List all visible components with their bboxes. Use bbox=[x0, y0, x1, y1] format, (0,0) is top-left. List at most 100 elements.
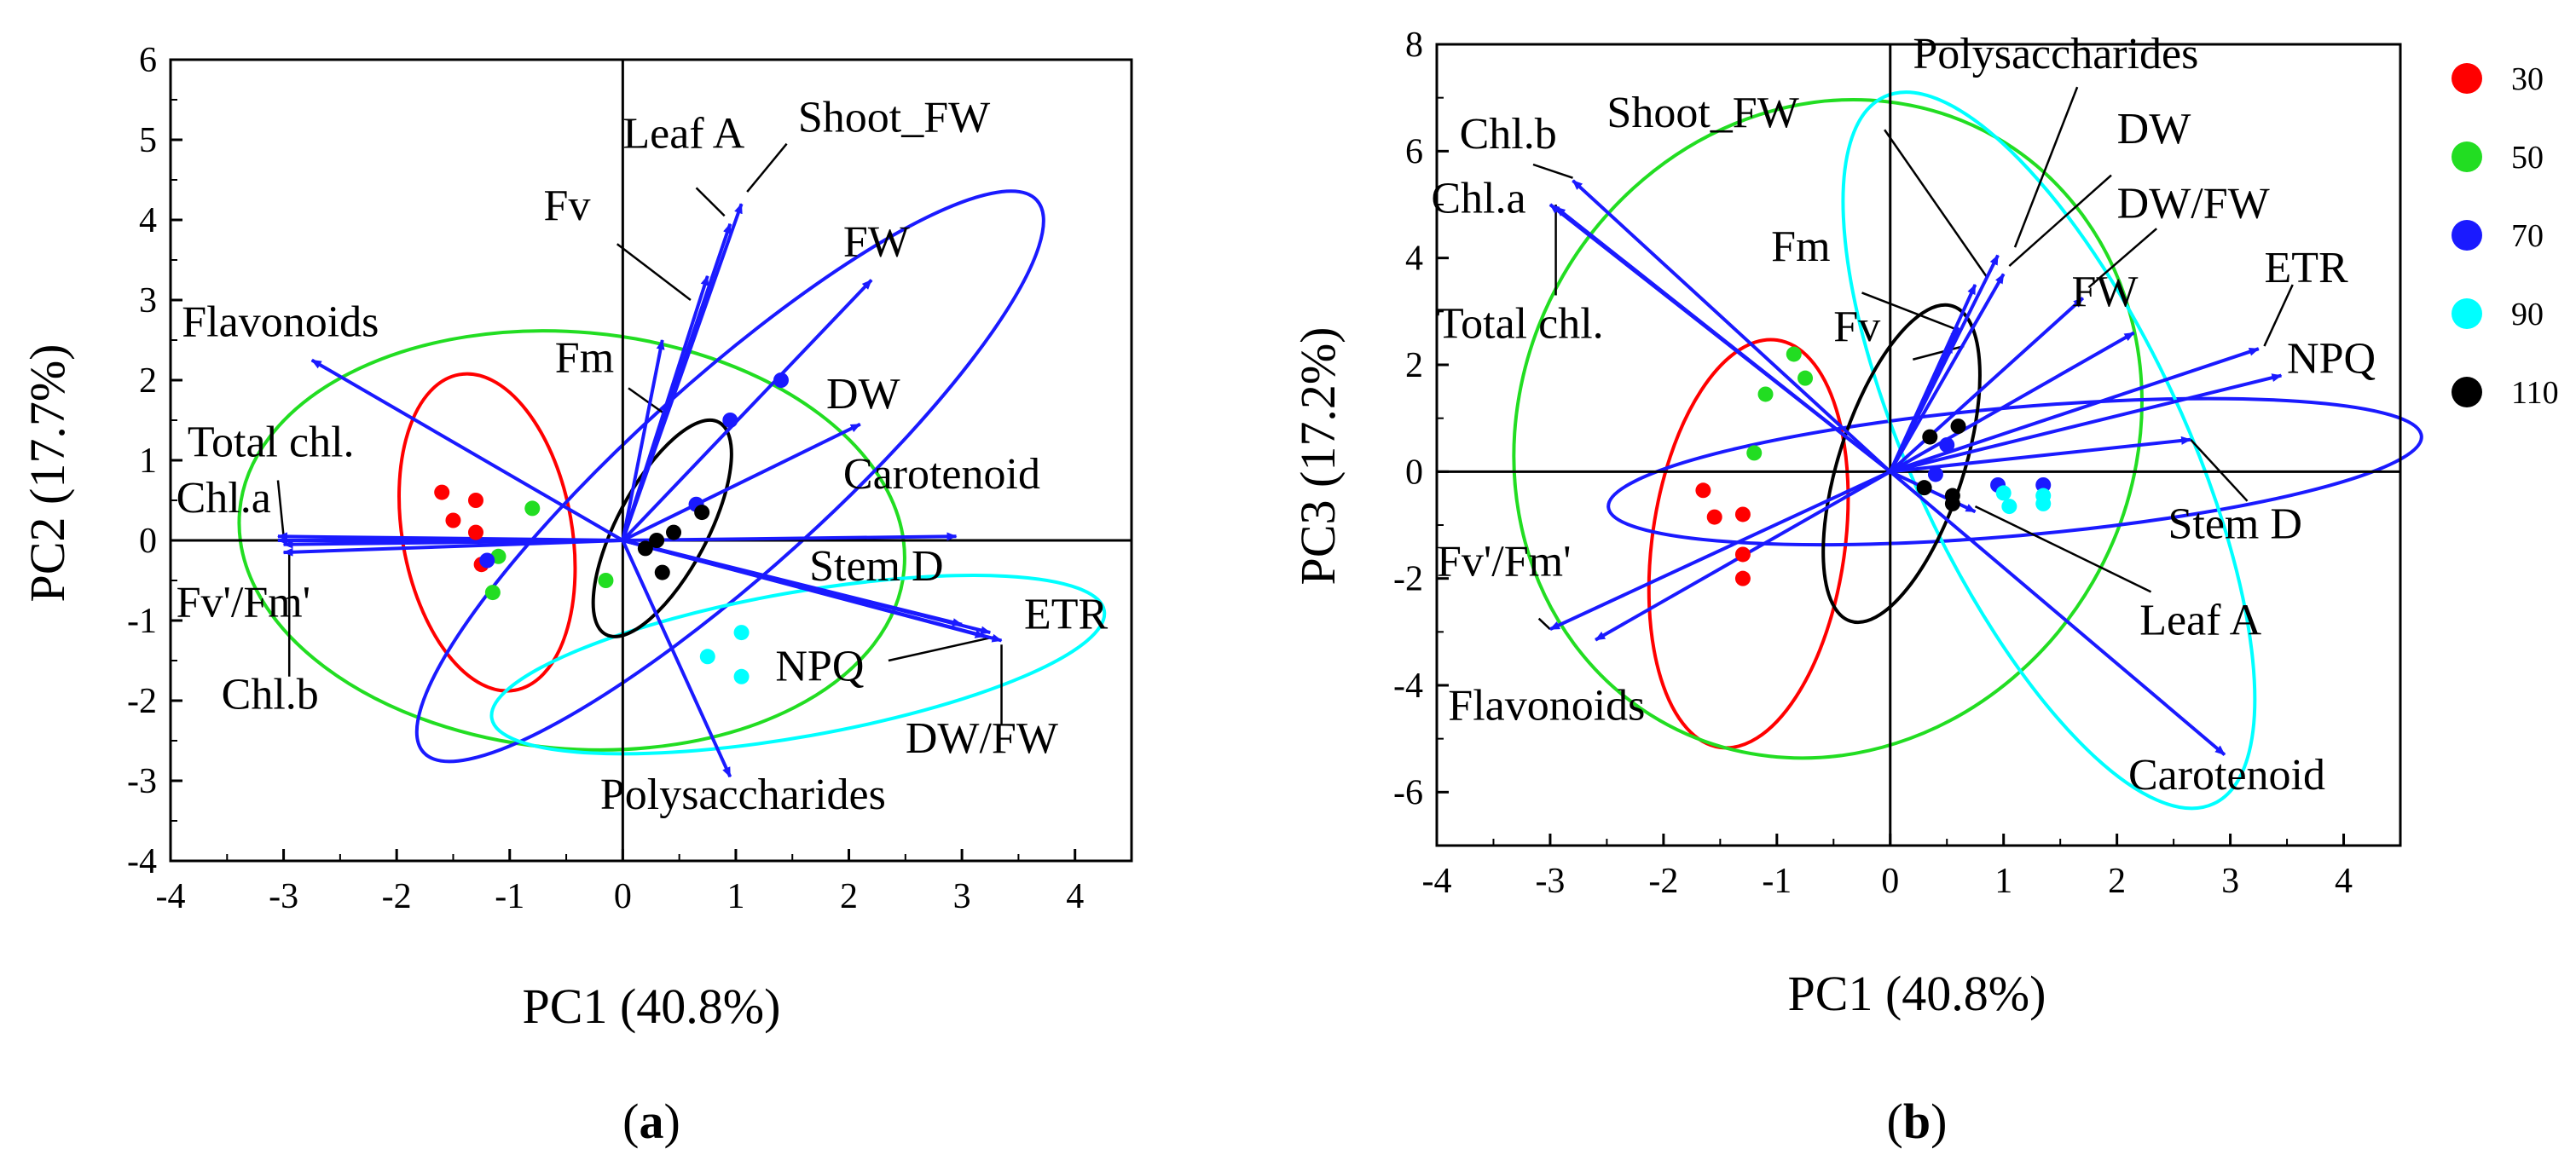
legend-marker-70 bbox=[2452, 220, 2482, 251]
panel-b-arrow-dw-fw bbox=[1889, 297, 2085, 473]
panel-a-point-group-50 bbox=[524, 500, 541, 517]
panel-b-x-tick-label: -2 bbox=[1648, 862, 1678, 901]
panel-b-ellipse-110 bbox=[1821, 303, 1982, 625]
panel-a-label-dw: DW bbox=[826, 370, 900, 419]
panel-b-point-group-50 bbox=[1786, 346, 1802, 362]
panel-a-point-group-30 bbox=[467, 524, 483, 540]
panel-b-label-total-chl: Total chl. bbox=[1437, 300, 1604, 349]
panel-b-arrow-dw bbox=[1889, 273, 2006, 473]
legend-marker-30 bbox=[2452, 63, 2482, 94]
panel-a-point-group-110 bbox=[694, 505, 710, 521]
panel-a-y-tick-label: 2 bbox=[139, 361, 157, 401]
panel-a-point-group-70 bbox=[722, 413, 738, 428]
legend-label-30: 30 bbox=[2511, 61, 2544, 97]
panel-b-axes: -4 -3 -2 -1 0 1 2 3 4 -6 -4 -2 0 2 4 6 8 bbox=[1393, 26, 2402, 901]
panel-b-label-polysaccharides: Polysaccharides bbox=[1913, 30, 2198, 78]
panel-a-y-tick-label: -2 bbox=[127, 682, 157, 721]
panel-b-arrow-npq bbox=[1890, 373, 2283, 474]
panel-b-point-group-50 bbox=[1797, 370, 1814, 386]
panel-b-loading-arrows bbox=[1548, 179, 2283, 756]
panel-b-ellipses bbox=[1512, 90, 2423, 811]
panel-a-x-tick-label: 2 bbox=[840, 877, 858, 916]
legend-label-90: 90 bbox=[2511, 297, 2544, 332]
panel-b-points bbox=[1695, 346, 2052, 586]
panel-b-arrow-fv bbox=[1888, 343, 1954, 473]
panel-a-label-npq: NPQ bbox=[775, 643, 864, 691]
panel-a-x-tick-label: -2 bbox=[382, 877, 412, 916]
panel-a-label-polysaccharides: Polysaccharides bbox=[600, 771, 886, 819]
panel-b-arrow-leaf-a bbox=[1889, 470, 1977, 514]
panel-b-point-group-30 bbox=[1695, 482, 1711, 499]
panel-b-y-tick-label: -2 bbox=[1393, 560, 1423, 599]
panel-b-ellipse-70 bbox=[1606, 396, 2423, 547]
panel-b-label-shoot-fw: Shoot_FW bbox=[1606, 89, 1798, 137]
panel-b-point-group-90 bbox=[2035, 488, 2052, 504]
panel-b-point-group-30 bbox=[1734, 546, 1751, 563]
panel-b-point-group-50 bbox=[1746, 445, 1763, 461]
panel-b-arrow-carotenoid bbox=[1889, 470, 2226, 756]
panel-b-x-tick-label: 3 bbox=[2221, 862, 2239, 901]
panel-a-x-tick-label: 0 bbox=[614, 877, 632, 916]
panel-b-variable-labels: Polysaccharides Shoot_FW Chl.b Chl.a Total c… bbox=[1431, 30, 2376, 800]
legend-marker-110 bbox=[2452, 377, 2482, 407]
panel-b-leader-leaf-a bbox=[1974, 505, 2152, 593]
panel-b-y-tick-label: -6 bbox=[1393, 773, 1423, 812]
legend-marker-50 bbox=[2452, 141, 2482, 172]
panel-b-point-group-70 bbox=[1927, 466, 1943, 482]
panel-b-x-tick-label: -1 bbox=[1762, 862, 1792, 901]
panel-a-y-tick-label: 1 bbox=[139, 442, 157, 481]
panel-a-label: (a) bbox=[622, 1094, 680, 1149]
panel-b-leader-fv bbox=[1913, 344, 1965, 361]
panel-a-label-shoot-fw: Shoot_FW bbox=[798, 94, 990, 142]
panel-a-leader-shoot-fw bbox=[746, 142, 788, 193]
panel-b-leader-shoot-fw bbox=[1884, 129, 1988, 278]
panel-b-point-group-90 bbox=[1995, 485, 2012, 501]
panel-b-x-tick-label: -3 bbox=[1535, 862, 1565, 901]
panel-a-label-stem-d: Stem D bbox=[809, 542, 943, 591]
panel-a-point-group-90 bbox=[733, 625, 750, 641]
panel-a-leader-fv bbox=[616, 243, 692, 301]
panel-b-ellipse-90 bbox=[1841, 90, 2257, 811]
panel-b-y-tick-label: 0 bbox=[1405, 453, 1423, 492]
panel-b-arrow-fw bbox=[1889, 331, 2135, 474]
panel-b: -4 -3 -2 -1 0 1 2 3 4 -6 -4 -2 0 2 4 6 8 Polysaccharides… bbox=[1290, 26, 2423, 1149]
panel-b-point-group-90 bbox=[2001, 499, 2017, 515]
panel-a-leaders bbox=[276, 142, 1003, 725]
panel-b-label-etr: ETR bbox=[2264, 244, 2348, 292]
panel-b-leader-etr bbox=[2263, 284, 2294, 347]
panel-b-label-fw: FW bbox=[2071, 268, 2138, 316]
panel-a-arrow-dw-fw bbox=[622, 539, 992, 635]
panel-a-label-flavonoids: Flavonoids bbox=[182, 297, 379, 346]
panel-a-point-group-30 bbox=[434, 484, 450, 500]
panel-a-label-fv: Fv bbox=[544, 182, 591, 230]
panel-b-point-group-30 bbox=[1734, 570, 1751, 586]
panel-b-leader-fv-fm bbox=[1537, 617, 1551, 631]
panel-a-point-group-110 bbox=[637, 540, 653, 557]
panel-b-arrow-fv-fm bbox=[1549, 470, 1891, 632]
panel-a-point-group-110 bbox=[654, 564, 670, 580]
panel-b-point-group-110 bbox=[1922, 429, 1938, 445]
panel-b-point-group-70 bbox=[1939, 437, 1955, 453]
panel-b-label-fm: Fm bbox=[1771, 222, 1830, 271]
panel-a-y-tick-label: -1 bbox=[127, 602, 157, 641]
panel-a-y-axis-title: PC2 (17.7%) bbox=[20, 344, 75, 603]
panel-a-y-tick-label: 0 bbox=[139, 522, 157, 561]
panel-a-point-group-70 bbox=[773, 372, 789, 388]
panel-b-y-tick-label: -4 bbox=[1393, 667, 1423, 706]
panel-a-point-group-110 bbox=[649, 533, 665, 548]
panel-a-point-group-70 bbox=[479, 552, 495, 569]
panel-b-y-tick-label: 8 bbox=[1405, 26, 1423, 65]
panel-a-leader-fm bbox=[628, 387, 663, 413]
legend-label-110: 110 bbox=[2511, 375, 2559, 411]
panel-a-label-leaf-a: Leaf A bbox=[622, 109, 744, 158]
legend-label-50: 50 bbox=[2511, 140, 2544, 176]
panel-a-y-tick-label: -3 bbox=[127, 762, 157, 801]
panel-a-loading-arrows bbox=[276, 203, 1003, 778]
panel-a-arrow-dw bbox=[622, 422, 861, 542]
panel-b-x-tick-label: -4 bbox=[1422, 862, 1452, 901]
panel-b-label-chl-b: Chl.b bbox=[1460, 110, 1557, 159]
panel-a-label-fm: Fm bbox=[555, 334, 614, 383]
panel-b-leader-chl-b bbox=[1532, 163, 1573, 179]
panel-a-point-group-90 bbox=[699, 649, 715, 665]
panel-a-point-group-90 bbox=[733, 668, 750, 684]
